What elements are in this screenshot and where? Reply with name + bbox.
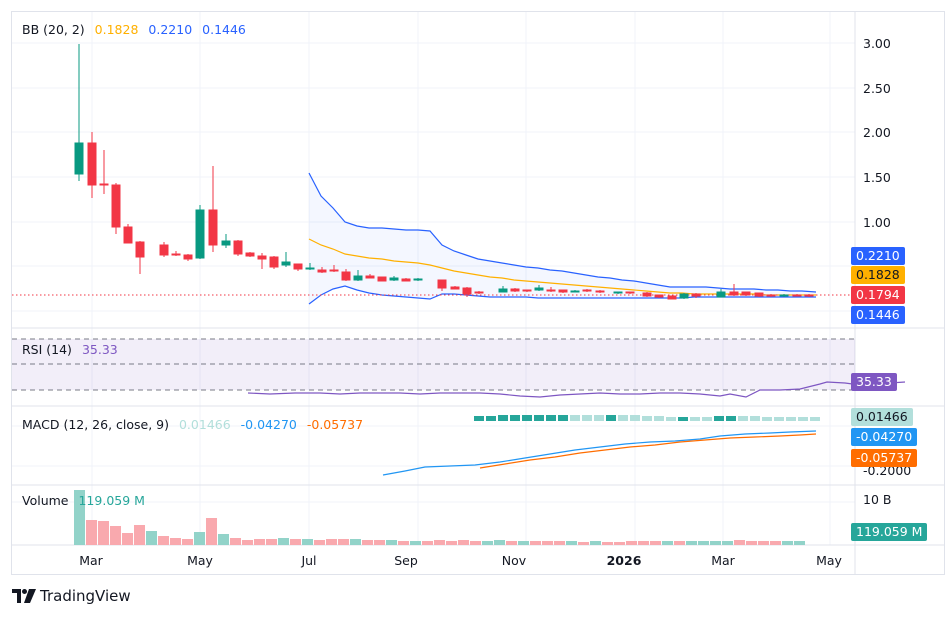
price-tick-2-5: 2.50 — [863, 81, 891, 96]
time-label-sep: Sep — [394, 553, 418, 568]
macd-indicator-label: MACD (12, 26, close, 9) — [22, 417, 169, 432]
volume-tick: 10 B — [863, 492, 892, 507]
volume-tag: 119.059 M — [851, 523, 928, 541]
bb-lower-tag: 0.1446 — [851, 306, 905, 324]
rsi-tag: 35.33 — [851, 373, 897, 391]
macd-histogram-tag: 0.01466 — [851, 408, 913, 426]
signal-tag: -0.05737 — [851, 449, 918, 467]
bb-lower-value: 0.1446 — [202, 22, 246, 37]
rsi-value: 35.33 — [81, 342, 118, 357]
brand-name: TradingView — [40, 587, 131, 605]
macd-tag: -0.04270 — [851, 428, 918, 446]
time-label-jul: Jul — [301, 553, 317, 568]
last-price-tag: 0.1794 — [851, 286, 905, 304]
volume-legend[interactable]: Volume 119.059 M — [22, 493, 151, 508]
macd-histogram-value: 0.01466 — [178, 417, 231, 432]
time-label-may-2026: May — [816, 553, 842, 568]
macd-line — [382, 430, 817, 476]
bb-indicator-label: BB (20, 2) — [22, 22, 85, 37]
volume-indicator-label: Volume — [22, 493, 69, 508]
time-label-nov: Nov — [501, 553, 527, 568]
price-tick-3: 3.00 — [863, 36, 891, 51]
rsi-legend[interactable]: RSI (14) 35.33 — [22, 342, 124, 357]
price-tick-1: 1.00 — [863, 215, 891, 230]
horizontal-gridlines — [12, 42, 855, 503]
bb-basis-value: 0.1828 — [94, 22, 139, 37]
price-tick-2: 2.00 — [863, 125, 891, 140]
bb-basis-tag: 0.1828 — [851, 266, 905, 284]
vertical-gridlines — [91, 12, 831, 545]
bollinger-lower-line — [308, 285, 816, 305]
candlesticks — [74, 44, 814, 300]
volume-value: 119.059 M — [78, 493, 145, 508]
time-label-mar: Mar — [79, 553, 103, 568]
bb-legend[interactable]: BB (20, 2) 0.1828 0.2210 0.1446 — [22, 22, 252, 37]
time-label-mar-2026: Mar — [711, 553, 735, 568]
tradingview-logo-icon — [12, 589, 36, 603]
macd-histogram — [474, 415, 820, 421]
macd-value: -0.04270 — [240, 417, 297, 432]
volume-bars — [74, 490, 805, 545]
rsi-line — [247, 381, 906, 398]
bollinger-fill — [309, 173, 816, 304]
tradingview-brand[interactable]: TradingView — [12, 587, 131, 605]
bb-upper-value: 0.2210 — [148, 22, 193, 37]
rsi-indicator-label: RSI (14) — [22, 342, 72, 357]
time-label-may: May — [187, 553, 213, 568]
bollinger-upper-line — [308, 172, 817, 293]
price-tick-1-5: 1.50 — [863, 170, 891, 185]
time-label-2026: 2026 — [606, 553, 642, 568]
bb-upper-tag: 0.2210 — [851, 247, 905, 265]
signal-value: -0.05737 — [306, 417, 364, 432]
signal-line — [479, 433, 817, 469]
rsi-levels — [12, 338, 855, 391]
macd-legend[interactable]: MACD (12, 26, close, 9) 0.01466 -0.04270… — [22, 417, 369, 432]
